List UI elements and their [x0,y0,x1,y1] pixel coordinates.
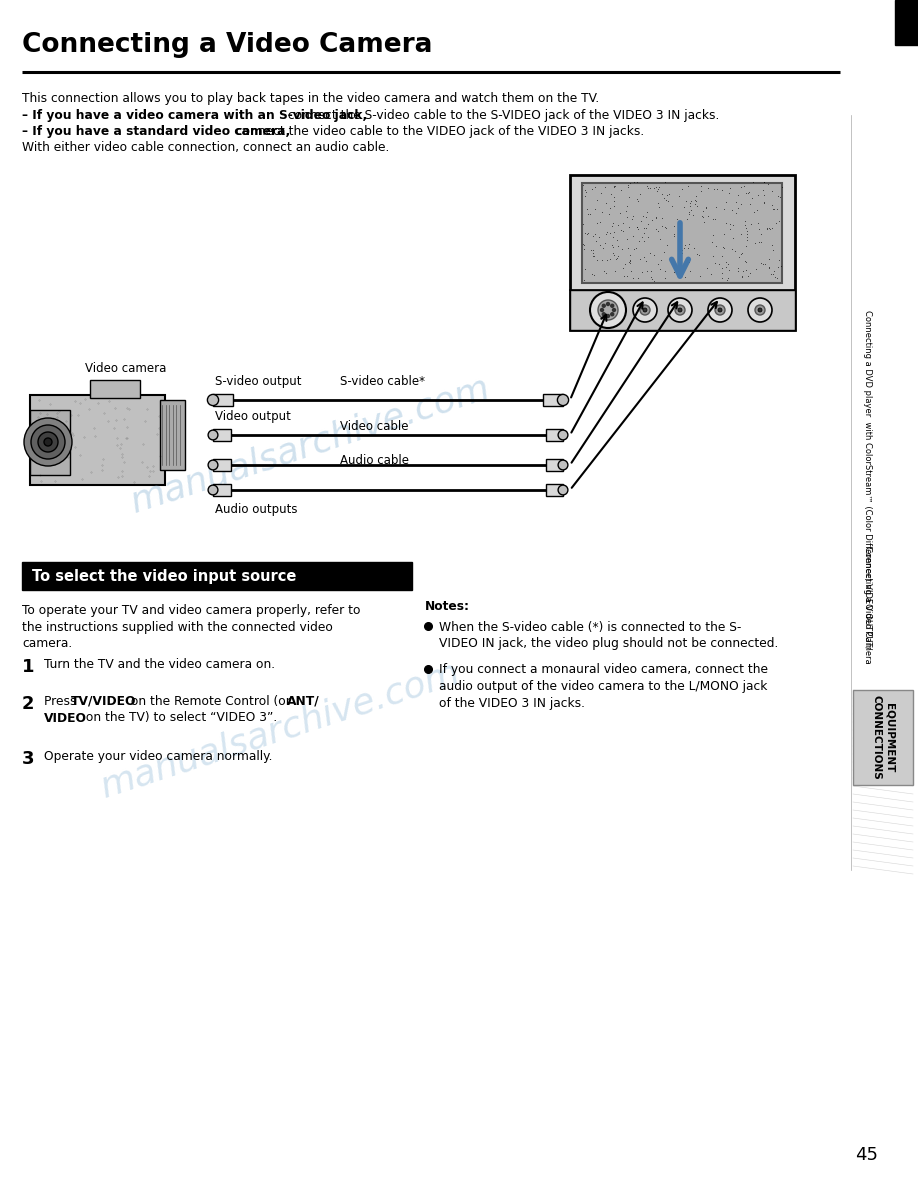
Text: Audio cable: Audio cable [340,454,409,467]
Bar [582,182,782,283]
Text: This connection allows you to play back tapes in the video camera and watch them: This connection allows you to play back … [22,92,599,105]
Text: of the VIDEO 3 IN jacks.: of the VIDEO 3 IN jacks. [439,697,585,710]
Bar [853,690,913,784]
Text: camera.: camera. [22,638,73,651]
Text: connect the S-video cable to the S-VIDEO jack of the VIDEO 3 IN jacks.: connect the S-video cable to the S-VIDEO… [284,109,720,122]
Circle shape [558,460,568,470]
Text: connect the video cable to the VIDEO jack of the VIDEO 3 IN jacks.: connect the video cable to the VIDEO jac… [232,124,644,137]
Circle shape [207,395,218,405]
Text: ANT/: ANT/ [287,694,319,707]
Text: 2: 2 [22,694,35,713]
Circle shape [758,308,762,312]
Circle shape [590,292,626,328]
Circle shape [668,297,692,322]
Circle shape [24,418,72,466]
Text: Operate your video camera normally.: Operate your video camera normally. [44,750,273,763]
Circle shape [607,314,610,318]
Bar [213,393,233,406]
Text: VIDEO: VIDEO [44,711,87,724]
Circle shape [643,308,647,312]
Text: manualsarchive.com: manualsarchive.com [126,371,494,519]
Circle shape [602,313,605,315]
Circle shape [748,297,772,322]
Bar [213,429,230,441]
Text: EQUIPMENT
CONNECTIONS: EQUIPMENT CONNECTIONS [872,696,894,780]
Circle shape [558,485,568,495]
Circle shape [598,300,618,320]
Bar [30,395,165,485]
Bar [570,175,795,329]
Circle shape [610,313,614,315]
Circle shape [557,395,568,405]
Circle shape [678,308,682,312]
Text: To select the video input source: To select the video input source [32,569,297,583]
Text: 1: 1 [22,658,35,675]
Text: Audio outputs: Audio outputs [215,502,297,515]
Text: Notes:: Notes: [425,600,470,613]
Bar [213,460,230,470]
Bar [22,562,412,590]
Circle shape [208,485,218,495]
Circle shape [208,460,218,470]
Text: VIDEO IN jack, the video plug should not be connected.: VIDEO IN jack, the video plug should not… [439,638,778,651]
Bar [213,485,230,495]
Bar [545,460,563,470]
Text: If you connect a monaural video camera, connect the: If you connect a monaural video camera, … [439,664,768,677]
Circle shape [600,308,603,312]
Circle shape [718,308,722,312]
Text: Press: Press [44,694,81,707]
Text: on the Remote Control (or: on the Remote Control (or [127,694,295,707]
Text: TV/VIDEO: TV/VIDEO [71,694,137,707]
Text: Connecting a DVD player  with ColorStream™ (Color Difference) VIDEO OUTPUT/: Connecting a DVD player with ColorStream… [863,310,872,649]
Text: – If you have a video camera with an S-video jack,: – If you have a video camera with an S-v… [22,109,367,122]
Text: – If you have a standard video camera,: – If you have a standard video camera, [22,124,290,137]
Bar [543,393,563,406]
Text: Connecting a Video Camera: Connecting a Video Camera [863,546,872,664]
Text: S-video cable*: S-video cable* [340,374,425,387]
Text: Video output: Video output [215,410,291,423]
Text: Video camera: Video camera [85,361,166,374]
Circle shape [607,302,610,306]
Text: Turn the TV and the video camera on.: Turn the TV and the video camera on. [44,658,275,671]
Text: To operate your TV and video camera properly, refer to: To operate your TV and video camera prop… [22,604,361,617]
Circle shape [708,297,732,322]
Circle shape [715,305,725,315]
Circle shape [31,425,65,459]
Bar [895,0,918,45]
Text: Connecting a Video Camera: Connecting a Video Camera [22,32,432,58]
Circle shape [38,433,58,451]
Bar [160,401,185,470]
Bar [90,380,140,398]
Text: on the TV) to select “VIDEO 3”.: on the TV) to select “VIDEO 3”. [82,711,277,724]
Circle shape [755,305,765,315]
Bar [570,290,795,329]
Text: S-video output: S-video output [215,374,301,387]
Text: 3: 3 [22,750,35,768]
Text: 45: 45 [856,1146,879,1164]
Circle shape [602,305,605,307]
Bar [30,410,70,475]
Text: the instructions supplied with the connected video: the instructions supplied with the conne… [22,621,333,634]
Circle shape [610,305,614,307]
Circle shape [612,308,615,312]
Bar [545,485,563,495]
Circle shape [208,430,218,440]
Circle shape [640,305,650,315]
Circle shape [675,305,685,315]
Circle shape [558,430,568,440]
Text: manualsarchive.com: manualsarchive.com [95,655,465,805]
Text: audio output of the video camera to the L/MONO jack: audio output of the video camera to the … [439,680,767,693]
Bar [545,429,563,441]
Text: Video cable: Video cable [340,421,409,434]
Text: When the S-video cable (*) is connected to the S-: When the S-video cable (*) is connected … [439,621,742,634]
Circle shape [44,438,52,446]
Circle shape [633,297,657,322]
Text: With either video cable connection, connect an audio cable.: With either video cable connection, conn… [22,141,389,154]
